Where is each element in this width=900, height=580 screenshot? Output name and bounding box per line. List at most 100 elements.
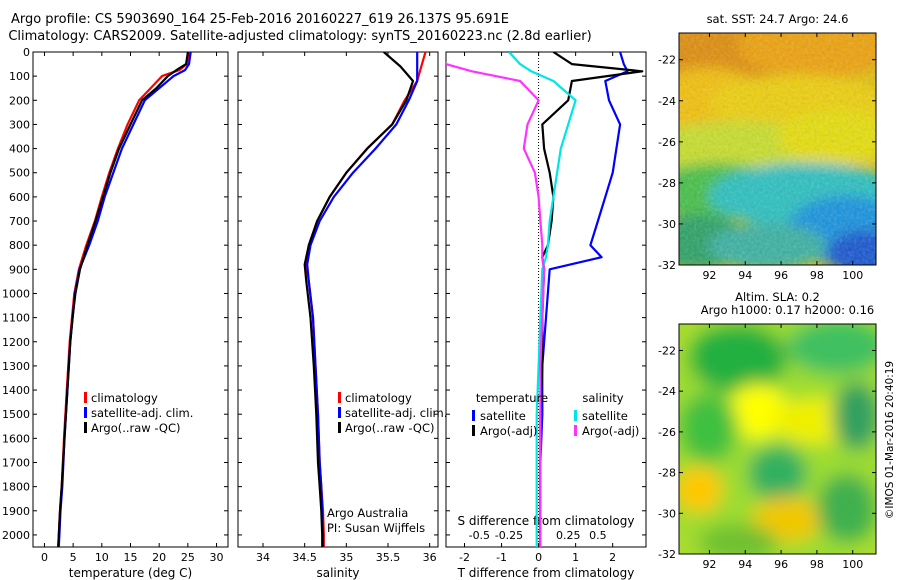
map-x-tick-label: 92: [702, 269, 716, 282]
y-tick-label: 400: [9, 143, 30, 156]
y-tick-label: 700: [9, 215, 30, 228]
legend-swatch: [84, 422, 87, 433]
y-tick-label: 1700: [2, 456, 30, 469]
map-x-tick-label: 96: [774, 558, 788, 571]
heatmap-cell: [698, 524, 778, 554]
heatmap-cell: [688, 324, 788, 393]
y-tick-label: 1300: [2, 360, 30, 373]
map-y-tick-label: -28: [658, 177, 676, 190]
y-tick-label: 1400: [2, 384, 30, 397]
series-line-difference-3: [446, 61, 546, 547]
map-x-tick-label: 92: [702, 558, 716, 571]
annotation-argo-australia: Argo Australia: [327, 506, 408, 520]
map-y-tick-label: -22: [658, 344, 676, 357]
s-diff-tick-label: -0.25: [495, 529, 523, 542]
legend-entry: satellite-adj. clim.: [91, 406, 193, 420]
legend-swatch: [574, 410, 577, 421]
series-line-difference-0: [539, 52, 629, 547]
annotation-pi: PI: Susan Wijffels: [327, 521, 425, 535]
map-y-tick-label: -24: [658, 95, 676, 108]
s-diff-tick-label: 0.5: [589, 529, 607, 542]
s-diff-tick-label: 0: [535, 529, 542, 542]
y-tick-label: 100: [9, 70, 30, 83]
y-tick-label: 2000: [2, 529, 30, 542]
y-tick-label: 1200: [2, 336, 30, 349]
map-frame: [678, 323, 877, 555]
legend-entry: climatology: [345, 391, 412, 405]
heatmap-cell: [747, 445, 808, 502]
y-tick-label: 1800: [2, 481, 30, 494]
legend-entry: Argo(..raw -QC): [345, 421, 435, 435]
map-y-tick-label: -32: [658, 259, 676, 272]
x-tick-label: 35.5: [376, 551, 401, 564]
x-axis-label: salinity: [316, 566, 359, 580]
map-y-tick-label: -30: [658, 507, 676, 520]
heatmap-cell: [679, 393, 739, 462]
panel-difference: -2 -1 0 1 2 T difference from climatology -0.5…: [445, 51, 647, 580]
legend-entry: satellite: [480, 409, 526, 423]
legend-title-temperature: temperature: [476, 391, 548, 405]
plot-frame-temperature: [32, 51, 229, 548]
y-tick-label: 500: [9, 167, 30, 180]
legend-swatch: [338, 407, 341, 418]
legend-swatch: [84, 392, 87, 403]
map-x-tick-label: 96: [774, 269, 788, 282]
panel-temperature: 0100200300400500600700800900100011001200…: [2, 46, 229, 580]
legend-entry: satellite-adj. clim.: [345, 406, 447, 420]
legend-entry: climatology: [91, 391, 158, 405]
map-y-tick-label: -32: [658, 548, 676, 561]
heatmap-cell: [728, 383, 788, 439]
y-tick-label: 600: [9, 191, 30, 204]
legend-entry: Argo(-adj): [582, 424, 639, 438]
x-tick-label: 2: [609, 551, 616, 564]
x-axis-label: T difference from climatology: [457, 566, 635, 580]
map-frame: [678, 32, 877, 266]
legend-swatch: [338, 422, 341, 433]
x-tick-label: 0: [535, 551, 542, 564]
legend-entry: Argo(-adj): [480, 424, 537, 438]
series-line-salinity-2: [303, 52, 415, 547]
copyright-credit: ©IMOS 01-Mar-2016 20:40:19: [884, 361, 896, 519]
x-tick-label: 0: [41, 551, 48, 564]
map-y-tick-label: -26: [658, 426, 676, 439]
map-x-tick-label: 98: [810, 269, 824, 282]
x-tick-label: -2: [459, 551, 470, 564]
y-tick-label: 1600: [2, 432, 30, 445]
map-y-tick-label: -30: [658, 218, 676, 231]
heatmap-cell: [832, 381, 876, 451]
x-tick-label: 1: [572, 551, 579, 564]
map-title: sat. SST: 24.7 Argo: 24.6: [707, 12, 849, 26]
plot-frame-difference: [445, 51, 647, 548]
x-tick-label: 34.5: [292, 551, 317, 564]
legend-swatch: [472, 410, 475, 421]
chart-title-line2: Climatology: CARS2009. Satellite-adjuste…: [8, 29, 592, 44]
map-x-tick-label: 94: [738, 269, 752, 282]
map-y-tick-label: -26: [658, 136, 676, 149]
legend-swatch: [84, 407, 87, 418]
legend-entry: Argo(..raw -QC): [91, 421, 181, 435]
legend-swatch: [574, 425, 577, 436]
map-panel-0: sat. SST: 24.7 Argo: 24.6 92 94 96 98 100 -32 -…: [658, 12, 877, 282]
legend-swatch: [338, 392, 341, 403]
panel-salinity: 34 34.5 35 35.5 36 salinity climatologysatelli…: [237, 51, 447, 580]
heatmap-cell: [751, 496, 823, 543]
map-title: Altim. SLA: 0.2: [735, 290, 820, 304]
y-tick-label: 800: [9, 239, 30, 252]
legend-title-salinity: salinity: [582, 391, 623, 405]
y-tick-label: 1900: [2, 505, 30, 518]
series-line-temperature-2: [57, 52, 189, 547]
x-tick-label: 10: [95, 551, 109, 564]
y-tick-label: 200: [9, 94, 30, 107]
s-diff-tick-label: -0.5: [469, 529, 490, 542]
y-tick-label: 1500: [2, 408, 30, 421]
x-tick-label: 34: [256, 551, 270, 564]
x-tick-label: 35: [339, 551, 353, 564]
x-tick-label: 36: [423, 551, 437, 564]
x-tick-label: 20: [152, 551, 166, 564]
heatmap-cell: [816, 473, 876, 543]
map-x-tick-label: 98: [810, 558, 824, 571]
x-tick-label: 5: [70, 551, 77, 564]
legend-swatch: [472, 425, 475, 436]
